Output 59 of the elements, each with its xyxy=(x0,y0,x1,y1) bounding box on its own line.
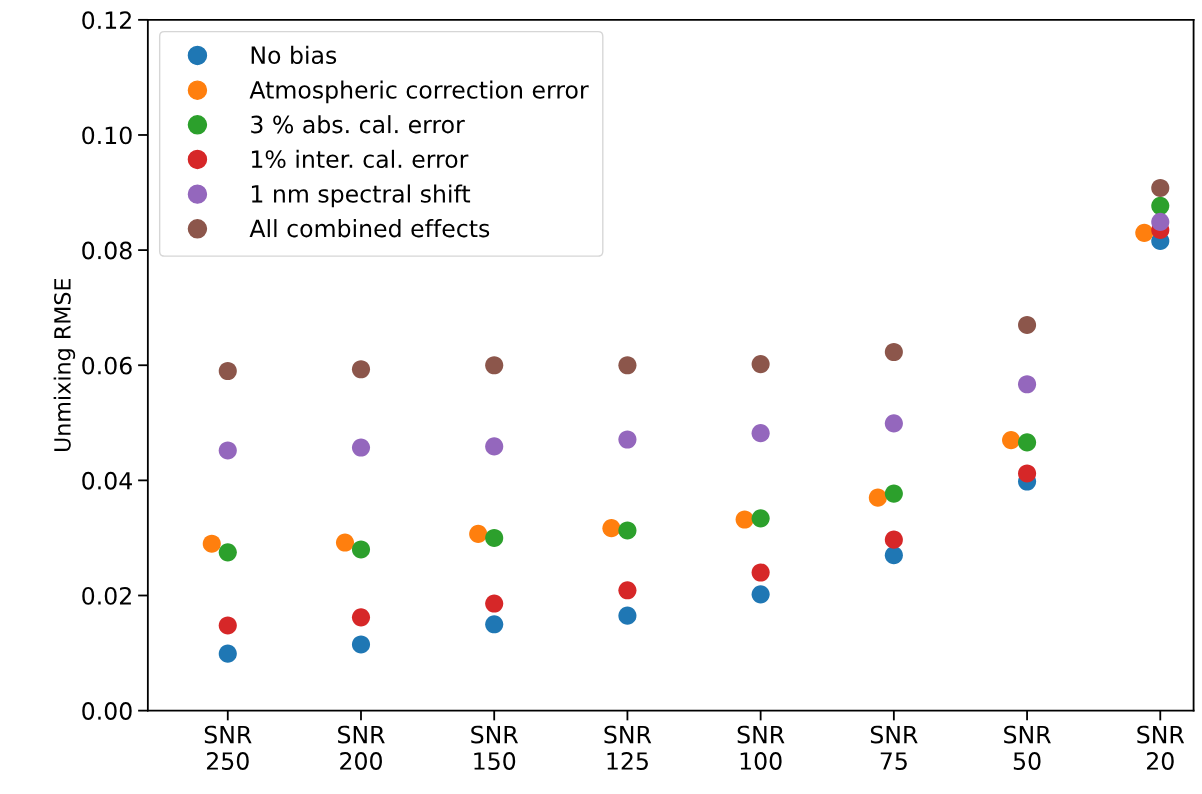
point xyxy=(218,441,237,460)
x-tick-label: SNR 150 xyxy=(471,725,519,770)
point xyxy=(485,615,504,634)
point xyxy=(1151,196,1170,215)
x-tick-label: SNR 50 xyxy=(1004,725,1051,770)
point xyxy=(751,585,770,604)
point xyxy=(751,424,770,443)
legend-label: Atmospheric correction error xyxy=(249,80,589,104)
point xyxy=(218,543,237,562)
legend-label: No bias xyxy=(251,45,337,65)
x-tick-label: SNR 20 xyxy=(1137,725,1185,770)
legend-label: All combined effects xyxy=(249,219,490,238)
point xyxy=(751,355,770,374)
point xyxy=(218,361,237,381)
point xyxy=(1151,178,1170,197)
point xyxy=(884,414,903,433)
point xyxy=(351,540,371,559)
x-tick-label: SNR 200 xyxy=(338,725,385,770)
y-tick-label: 0.04 xyxy=(82,471,132,490)
point xyxy=(618,521,637,540)
point xyxy=(351,608,371,627)
x-tick-label: SNR 75 xyxy=(870,725,918,770)
point xyxy=(351,360,371,379)
point xyxy=(751,563,770,582)
point xyxy=(751,509,770,528)
point xyxy=(485,356,504,375)
point xyxy=(1018,464,1037,483)
legend-label: 1 nm spectral shift xyxy=(251,184,471,208)
point xyxy=(884,546,903,565)
point xyxy=(618,581,637,600)
point xyxy=(884,342,903,362)
point xyxy=(485,594,504,613)
x-tick-label: SNR 250 xyxy=(204,725,252,770)
point xyxy=(884,484,903,503)
point xyxy=(218,644,237,663)
x-tick-label: SNR 100 xyxy=(737,725,785,770)
y-tick-label: 0.12 xyxy=(82,11,131,30)
y-tick-label: 0.06 xyxy=(82,356,132,375)
point xyxy=(351,438,371,457)
point xyxy=(1151,212,1170,231)
point xyxy=(1018,433,1037,452)
y-axis-title: Unmixing RMSE xyxy=(53,278,76,452)
point xyxy=(351,635,371,654)
x-tick-label: SNR 125 xyxy=(604,725,652,770)
point xyxy=(485,437,504,456)
point xyxy=(884,530,903,549)
y-tick-label: 0.02 xyxy=(82,586,131,605)
y-tick-label: 0.10 xyxy=(82,126,132,145)
point xyxy=(1018,375,1037,394)
point xyxy=(1018,315,1037,334)
point xyxy=(218,616,237,635)
legend-label: 1% inter. cal. error xyxy=(251,149,469,169)
point xyxy=(618,430,637,449)
y-tick-label: 0.08 xyxy=(82,241,132,260)
point xyxy=(485,528,504,547)
legend-label: 3 % abs. cal. error xyxy=(251,115,465,134)
y-tick-label: 0.00 xyxy=(82,702,132,720)
point xyxy=(618,606,637,625)
point xyxy=(618,356,637,375)
